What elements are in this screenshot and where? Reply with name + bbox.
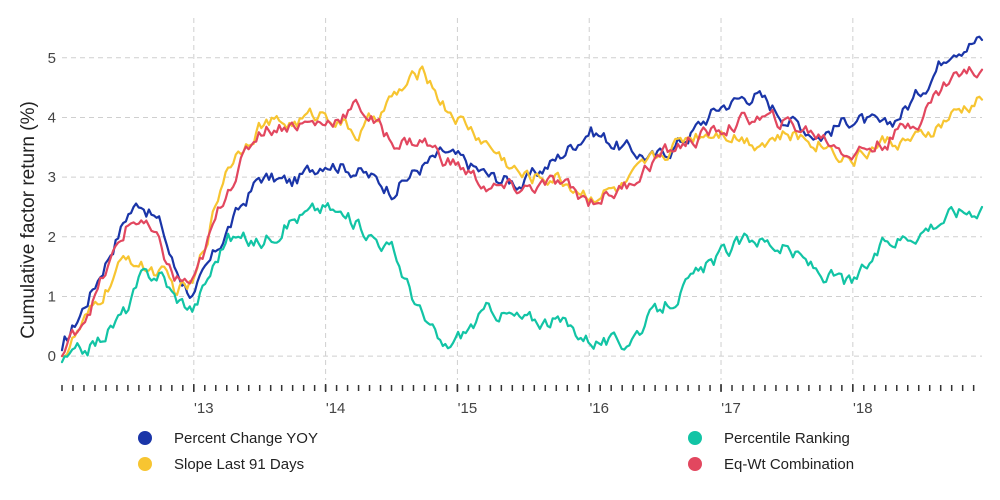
series-line-percentile-ranking xyxy=(60,202,984,364)
y-tick-label: 4 xyxy=(48,109,56,126)
series-lines xyxy=(60,35,984,364)
legend-swatch-slope-last-91-days xyxy=(138,457,152,471)
legend-swatch-eq-wt-combination xyxy=(688,457,702,471)
x-tick-label: '16 xyxy=(589,400,609,417)
x-tick-label: '17 xyxy=(721,400,741,417)
legend: Percent Change YOY Slope Last 91 Days Perc… xyxy=(138,430,854,473)
y-tick-label: 0 xyxy=(48,348,56,365)
y-tick-label: 3 xyxy=(48,169,56,186)
x-tick-label: '15 xyxy=(458,400,478,417)
series-line-percent-change-yoy xyxy=(60,35,984,352)
legend-label-percentile-ranking: Percentile Ranking xyxy=(724,430,850,447)
legend-label-percent-change-yoy: Percent Change YOY xyxy=(174,430,318,447)
x-tick-label: '14 xyxy=(326,400,346,417)
series-line-eq-wt-combination xyxy=(60,66,984,358)
x-axis: '13 '14 '15 '16 '17 '18 xyxy=(61,384,975,417)
y-tick-label: 1 xyxy=(48,288,56,305)
legend-swatch-percentile-ranking xyxy=(688,431,702,445)
y-tick-label: 2 xyxy=(48,229,56,246)
legend-label-slope-last-91-days: Slope Last 91 Days xyxy=(174,456,304,473)
y-axis-title: Cumulative factor return (%) xyxy=(18,101,39,339)
x-tick-label: '18 xyxy=(853,400,873,417)
x-tick-label: '13 xyxy=(194,400,214,417)
y-axis: 0 1 2 3 4 5 xyxy=(48,50,56,365)
legend-swatch-percent-change-yoy xyxy=(138,431,152,445)
legend-label-eq-wt-combination: Eq-Wt Combination xyxy=(724,456,854,473)
y-tick-label: 5 xyxy=(48,50,56,67)
grid-lines xyxy=(62,18,982,380)
series-line-slope-last-91-days xyxy=(60,65,984,358)
